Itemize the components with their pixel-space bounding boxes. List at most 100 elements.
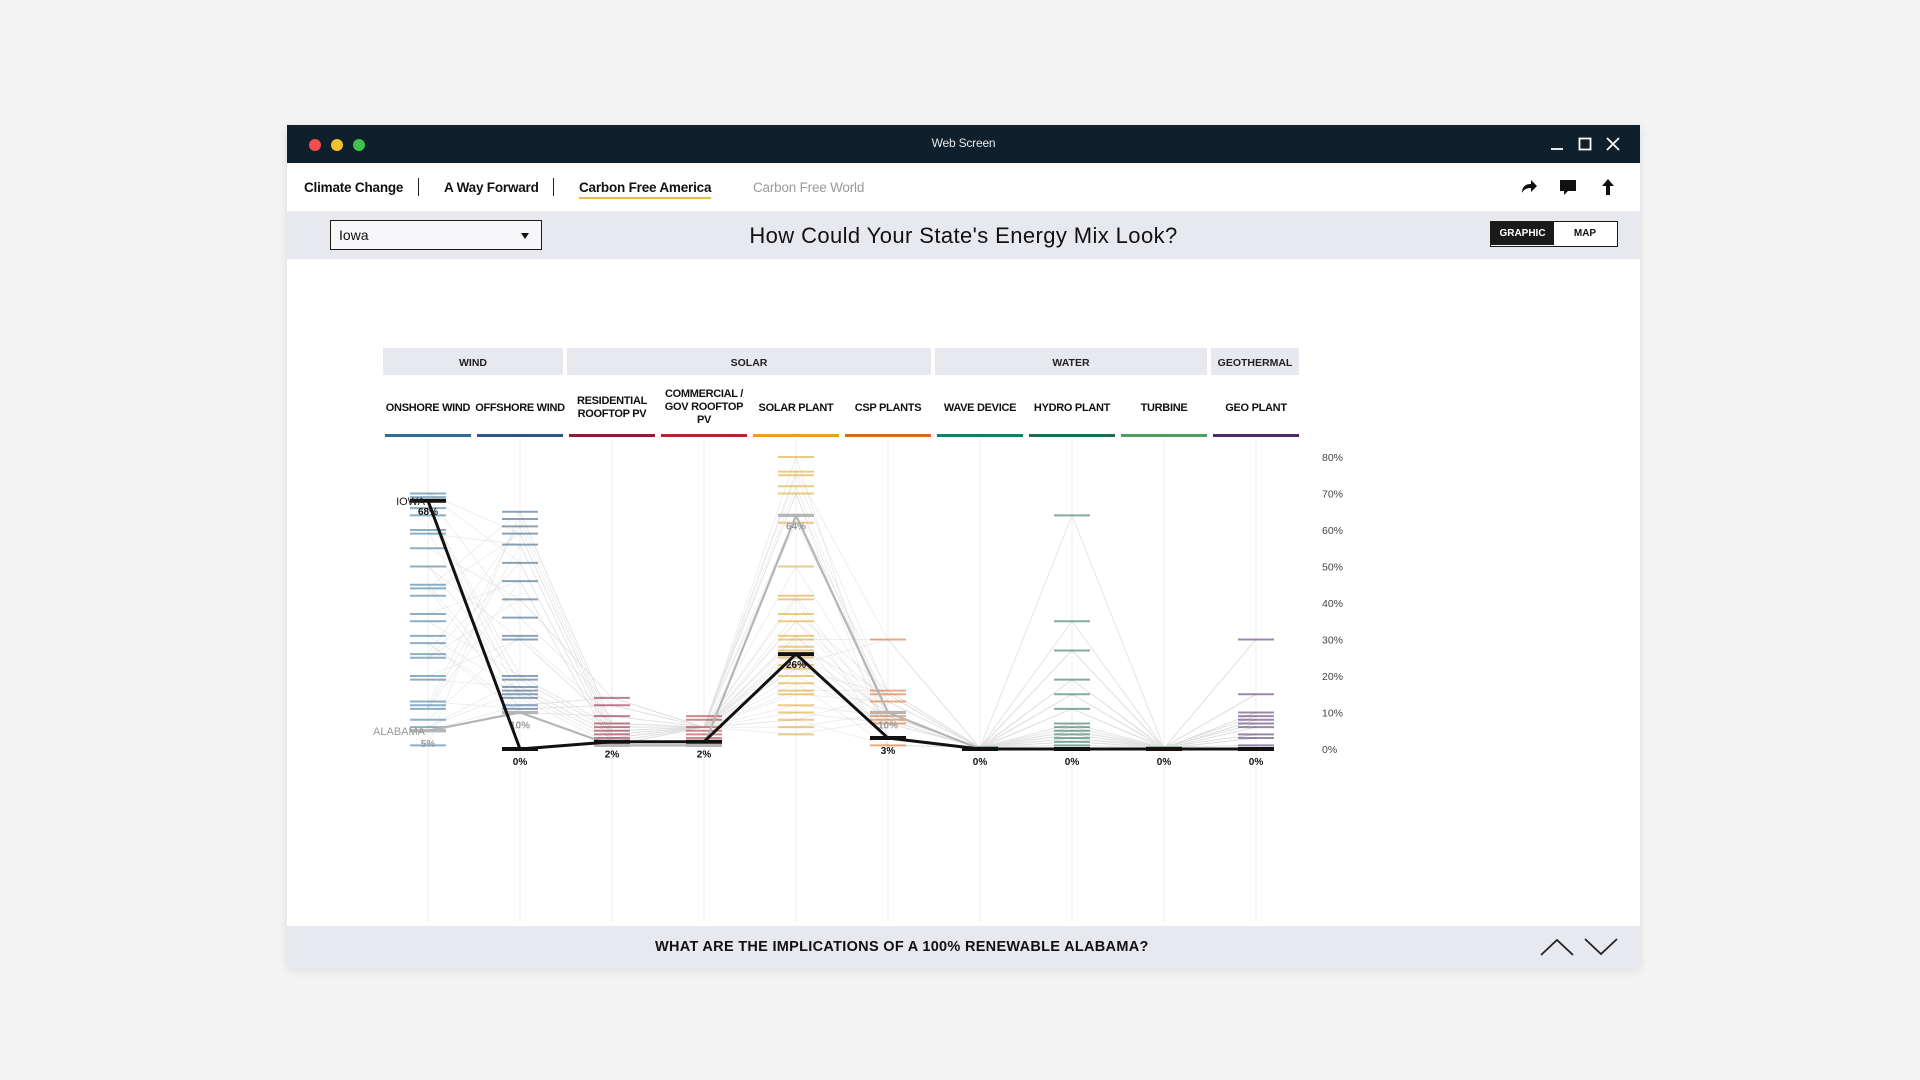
series-name-label: ALABAMA	[373, 726, 426, 738]
state-line	[427, 620, 1257, 749]
series-value-label: 68%	[418, 507, 438, 518]
y-axis-tick-label: 30%	[1322, 635, 1343, 647]
group-label: GEOTHERMAL	[1218, 357, 1293, 369]
column-color-bar	[753, 434, 839, 437]
y-axis-tick-label: 60%	[1322, 525, 1343, 537]
chevron-up-icon[interactable]	[1539, 934, 1575, 960]
energy-mix-chart: WIND SOLAR WATER GEOTHERMAL ONSHORE WIND OFFS…	[287, 259, 1640, 922]
column-color-bar	[1213, 434, 1299, 437]
control-bar: Iowa How Could Your State's Energy Mix L…	[287, 211, 1640, 259]
title-bar: Web Screen	[287, 125, 1640, 163]
minimize-icon[interactable]	[1546, 133, 1568, 155]
chevron-down-icon	[521, 233, 529, 239]
state-dropdown[interactable]: Iowa	[330, 220, 542, 250]
column-color-bar	[1121, 434, 1207, 437]
state-line	[427, 507, 1257, 748]
group-header-solar	[567, 348, 931, 375]
group-header-geothermal	[1211, 348, 1299, 375]
window-title: Web Screen	[931, 136, 996, 150]
comment-icon[interactable]	[1557, 176, 1579, 198]
column-header-label: GOV ROOFTOP	[665, 401, 743, 413]
zoom-dot[interactable]	[353, 139, 365, 151]
series-name-label: IOWA	[396, 496, 426, 508]
y-axis-tick-label: 80%	[1322, 452, 1343, 464]
state-line	[427, 470, 1257, 749]
maximize-icon[interactable]	[1574, 133, 1596, 155]
y-axis-tick-label: 40%	[1322, 598, 1343, 610]
series-value-label: 0%	[1157, 757, 1172, 768]
top-nav: Climate Change A Way Forward Carbon Free…	[287, 163, 1640, 211]
column-header-label: TURBINE	[1141, 402, 1188, 414]
parallel-coordinates-chart: WIND SOLAR WATER GEOTHERMAL ONSHORE WIND OFFS…	[373, 348, 1343, 922]
nav-climate-change[interactable]: Climate Change	[304, 180, 404, 195]
series-value-label: 0%	[1065, 757, 1080, 768]
state-line	[427, 492, 1257, 748]
column-color-bar	[569, 434, 655, 437]
state-line	[427, 492, 1257, 749]
y-axis-tick-label: 20%	[1322, 671, 1343, 683]
series-value-label: 10%	[510, 721, 530, 732]
column-header-label: RESIDENTIAL	[577, 395, 648, 407]
group-label: WIND	[459, 357, 487, 369]
view-toggle: GRAPHIC MAP	[1490, 221, 1618, 247]
state-line	[427, 584, 1257, 748]
map-view-button[interactable]: MAP	[1573, 228, 1597, 239]
column-header-label: CSP PLANTS	[855, 402, 921, 414]
column-header-label: GEO PLANT	[1225, 402, 1287, 414]
column-header-label: PV	[697, 414, 712, 426]
nav-carbon-free-america[interactable]: Carbon Free America	[579, 180, 711, 199]
group-header-wind	[383, 348, 563, 375]
series-value-label: 64%	[786, 521, 806, 532]
column-header-label: HYDRO PLANT	[1034, 402, 1111, 414]
state-line	[427, 514, 1257, 748]
column-header-label: ONSHORE WIND	[386, 402, 471, 414]
state-line	[427, 635, 1257, 748]
column-color-bar	[661, 434, 747, 437]
footer-bar: WHAT ARE THE IMPLICATIONS OF A 100% RENE…	[287, 926, 1640, 968]
column-color-bar	[1029, 434, 1115, 437]
state-line	[427, 533, 1257, 748]
column-header-label: OFFSHORE WIND	[475, 402, 565, 414]
page-title: How Could Your State's Energy Mix Look?	[749, 223, 1178, 248]
series-value-label: 26%	[786, 660, 806, 671]
nav-a-way-forward[interactable]: A Way Forward	[444, 180, 539, 195]
state-line	[427, 580, 1257, 749]
nav-divider	[418, 178, 419, 196]
column-header-label: COMMERCIAL /	[665, 388, 743, 400]
state-line	[427, 682, 1257, 748]
upload-icon[interactable]	[1597, 176, 1619, 198]
close-icon[interactable]	[1602, 133, 1624, 155]
state-line	[427, 566, 1257, 749]
series-value-label: 2%	[605, 750, 620, 761]
series-value-label: 3%	[881, 746, 896, 757]
y-axis-tick-label: 70%	[1322, 489, 1343, 501]
column-header-label: WAVE DEVICE	[944, 402, 1016, 414]
state-line	[427, 514, 1257, 748]
state-line	[427, 493, 1257, 748]
footer-question: WHAT ARE THE IMPLICATIONS OF A 100% RENE…	[655, 939, 1149, 955]
share-icon[interactable]	[1518, 176, 1540, 198]
y-axis-tick-label: 10%	[1322, 708, 1343, 720]
group-header-water	[935, 348, 1207, 375]
series-line-iowa	[426, 500, 1256, 751]
state-line	[427, 455, 1257, 749]
column-header-label: SOLAR PLANT	[759, 402, 835, 414]
group-label: SOLAR	[731, 357, 768, 369]
y-axis-tick-label: 0%	[1322, 744, 1337, 756]
column-header-label: ROOFTOP PV	[578, 408, 648, 420]
series-value-label: 0%	[513, 757, 528, 768]
close-dot[interactable]	[309, 139, 321, 151]
nav-carbon-free-world[interactable]: Carbon Free World	[753, 180, 865, 195]
state-line	[427, 566, 1257, 749]
series-value-label: 5%	[421, 739, 436, 750]
state-line	[427, 518, 1257, 748]
minimize-dot[interactable]	[331, 139, 343, 151]
series-value-label: 10%	[878, 721, 898, 732]
browser-window: Web Screen Climate Change A Way Forward …	[287, 125, 1640, 968]
graphic-view-button[interactable]: GRAPHIC	[1491, 222, 1554, 245]
chevron-down-icon[interactable]	[1583, 934, 1619, 960]
group-label: WATER	[1052, 357, 1090, 369]
state-line	[427, 620, 1257, 749]
state-line	[427, 514, 1257, 749]
state-line	[427, 511, 1257, 749]
